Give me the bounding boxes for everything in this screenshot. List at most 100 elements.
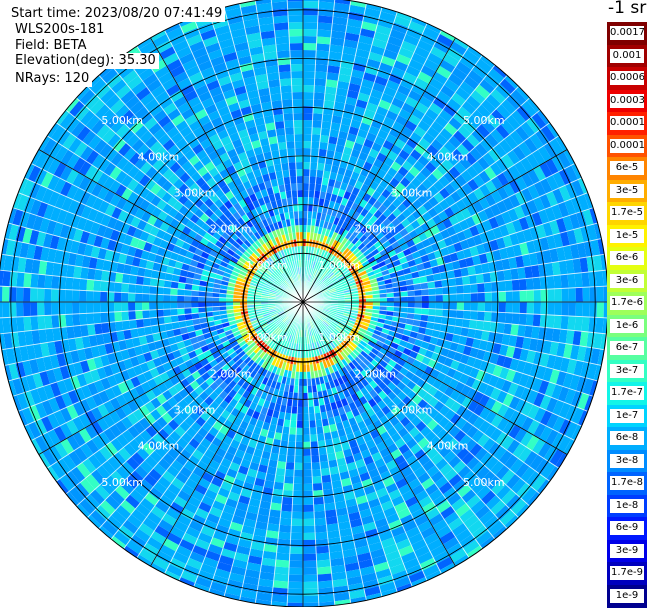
range-gate [317, 560, 331, 568]
range-gate [311, 448, 319, 456]
range-gate [315, 532, 328, 540]
range-gate [429, 302, 436, 309]
range-gate [279, 525, 291, 533]
range-gate [58, 289, 65, 302]
range-gate [429, 295, 436, 302]
range-gate [541, 302, 548, 315]
range-gate [476, 320, 484, 330]
range-gate [135, 302, 142, 311]
range-gate [295, 456, 303, 463]
range-gate [483, 321, 491, 332]
range-gate [484, 282, 492, 292]
range-gate [311, 462, 320, 470]
range-gate [312, 476, 322, 484]
range-gate [284, 476, 294, 484]
range-gate [595, 317, 603, 333]
range-gate [292, 498, 303, 505]
range-gate [303, 512, 314, 519]
range-gate [303, 99, 314, 106]
range-gate [548, 289, 555, 302]
range-gate [520, 290, 527, 302]
range-gate [271, 496, 282, 504]
range-gate [569, 288, 576, 302]
range-gate [101, 270, 109, 281]
range-gate [72, 302, 79, 314]
range-gate [575, 316, 583, 331]
range-gate [303, 470, 312, 477]
range-gate [415, 296, 422, 302]
range-gate [135, 284, 143, 293]
range-gate [128, 302, 135, 311]
range-gate [548, 302, 555, 315]
range-gate [290, 540, 303, 547]
range-gate [277, 546, 291, 554]
range-gate [276, 468, 286, 476]
range-gate [303, 596, 319, 603]
range-gate [562, 302, 569, 316]
range-gate [314, 92, 325, 100]
range-gate [513, 291, 520, 302]
range-gate [9, 302, 16, 317]
range-gate [101, 323, 109, 334]
range-gate [456, 310, 464, 319]
range-gate [289, 427, 296, 435]
range-gate [505, 280, 513, 291]
range-gate [303, 533, 316, 540]
range-gate [303, 463, 312, 470]
range-gate [58, 315, 66, 328]
range-gate [583, 287, 590, 302]
range-gate [316, 50, 330, 58]
range-gate [314, 85, 326, 93]
range-gate [129, 320, 137, 330]
range-gate [149, 310, 157, 318]
range-gate [275, 475, 285, 483]
range-gate [288, 575, 303, 582]
range-gate [303, 526, 315, 533]
range-gate [310, 162, 318, 170]
range-gate [287, 448, 295, 456]
range-gate [317, 36, 331, 44]
range-gate [142, 302, 149, 310]
range-gate [142, 310, 150, 319]
range-gate [568, 274, 576, 289]
range-gate [497, 270, 505, 281]
range-gate [86, 279, 94, 291]
range-gate [191, 296, 198, 302]
range-gate [276, 553, 290, 561]
range-gate [30, 316, 38, 331]
range-gate [100, 291, 107, 302]
range-gate [136, 276, 144, 286]
range-gate [506, 291, 513, 302]
range-gate [470, 311, 478, 321]
range-gate [457, 294, 464, 302]
range-gate [122, 320, 130, 330]
range-gate [499, 291, 506, 302]
range-gate [163, 302, 170, 309]
range-gate [310, 427, 317, 435]
range-gate [547, 315, 555, 329]
range-gate [296, 435, 303, 442]
range-gate [595, 271, 603, 287]
range-gate [590, 302, 597, 317]
range-gate [513, 302, 520, 313]
range-gate [114, 312, 122, 322]
range-gate [303, 449, 311, 456]
range-gate [128, 311, 136, 321]
range-gate [463, 284, 471, 293]
range-gate [303, 43, 317, 50]
range-gate [79, 290, 86, 302]
range-gate [316, 546, 330, 554]
range-gate [303, 554, 317, 561]
range-gate [291, 519, 303, 526]
range-gate [289, 561, 303, 568]
range-gate [449, 310, 457, 318]
range-gate [297, 414, 303, 421]
range-gate [313, 113, 323, 121]
range-gate [23, 302, 30, 317]
range-gate [303, 414, 309, 421]
range-gate [44, 315, 52, 329]
range-gate [51, 315, 59, 329]
range-gate [286, 455, 295, 463]
range-gate [469, 320, 477, 330]
range-gate [597, 302, 604, 318]
